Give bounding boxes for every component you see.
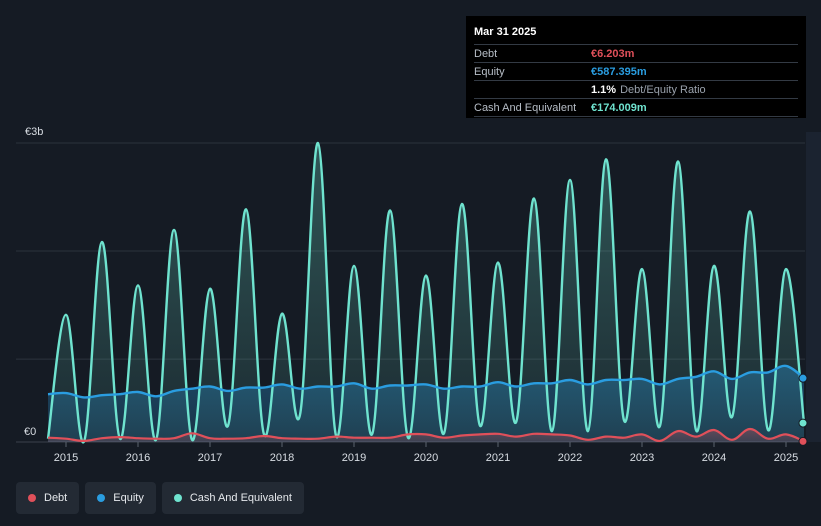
legend-equity-label: Equity xyxy=(113,492,144,504)
data-tooltip: Mar 31 2025 Debt €6.203m Equity €587.395… xyxy=(466,16,806,118)
debt-dot-icon xyxy=(28,494,36,502)
cash-end-marker xyxy=(798,418,808,428)
tooltip-debt-label: Debt xyxy=(474,47,498,60)
cash-dot-icon xyxy=(173,494,182,502)
chart-legend: Debt Equity Cash And Equivalent xyxy=(16,482,304,514)
debt-end-marker xyxy=(798,436,808,446)
legend-item-equity[interactable]: Equity xyxy=(85,482,156,514)
legend-debt-label: Debt xyxy=(44,492,68,504)
tooltip-equity-label: Equity xyxy=(474,65,505,78)
x-tick-label: 2018 xyxy=(270,452,294,464)
tooltip-date: Mar 31 2025 xyxy=(474,26,537,38)
x-tick-label: 2024 xyxy=(702,452,726,464)
x-tick-label: 2025 xyxy=(774,452,798,464)
series-lines xyxy=(46,141,806,444)
x-tick-label: 2016 xyxy=(126,452,150,464)
x-tick-label: 2015 xyxy=(54,452,78,464)
x-tick-label: 2020 xyxy=(414,452,438,464)
tooltip-debt-value: €6.203m xyxy=(591,47,635,60)
equity-end-marker xyxy=(798,373,808,383)
cash-area xyxy=(48,142,804,443)
cash-line xyxy=(46,141,806,444)
x-tick-label: 2022 xyxy=(558,452,582,464)
y-tick-label-top: €3b xyxy=(25,126,43,138)
legend-cash-label: Cash And Equivalent xyxy=(189,492,292,504)
equity-dot-icon xyxy=(97,494,106,502)
equity-area xyxy=(48,365,804,442)
x-axis-ticks: 2015 2016 2017 2018 2019 2020 2021 2022 2023 2024… xyxy=(54,442,798,464)
legend-item-cash[interactable]: Cash And Equivalent xyxy=(161,482,304,514)
equity-line xyxy=(47,364,805,399)
plot-highlight-band xyxy=(806,132,821,442)
tooltip-cash-label: Cash And Equivalent xyxy=(474,101,577,114)
end-markers xyxy=(798,373,808,446)
tooltip-ratio-label: Debt/Equity Ratio xyxy=(620,83,706,96)
tooltip-row-debt: Debt €6.203m xyxy=(474,44,798,62)
tooltip-equity-value: €587.395m xyxy=(591,65,647,78)
tooltip-row-equity: Equity €587.395m xyxy=(474,62,798,80)
tooltip-row-ratio: 1.1% Debt/Equity Ratio xyxy=(474,80,798,98)
tooltip-ratio-value: 1.1% xyxy=(591,83,617,96)
debt-line xyxy=(47,427,805,443)
y-tick-label-bottom: €0 xyxy=(24,426,36,438)
tooltip-row-cash: Cash And Equivalent €174.009m xyxy=(474,98,798,117)
x-tick-label: 2019 xyxy=(342,452,366,464)
x-tick-label: 2017 xyxy=(198,452,222,464)
tooltip-cash-value: €174.009m xyxy=(591,101,647,114)
x-tick-label: 2023 xyxy=(630,452,654,464)
legend-item-debt[interactable]: Debt xyxy=(16,482,80,514)
x-tick-label: 2021 xyxy=(486,452,510,464)
